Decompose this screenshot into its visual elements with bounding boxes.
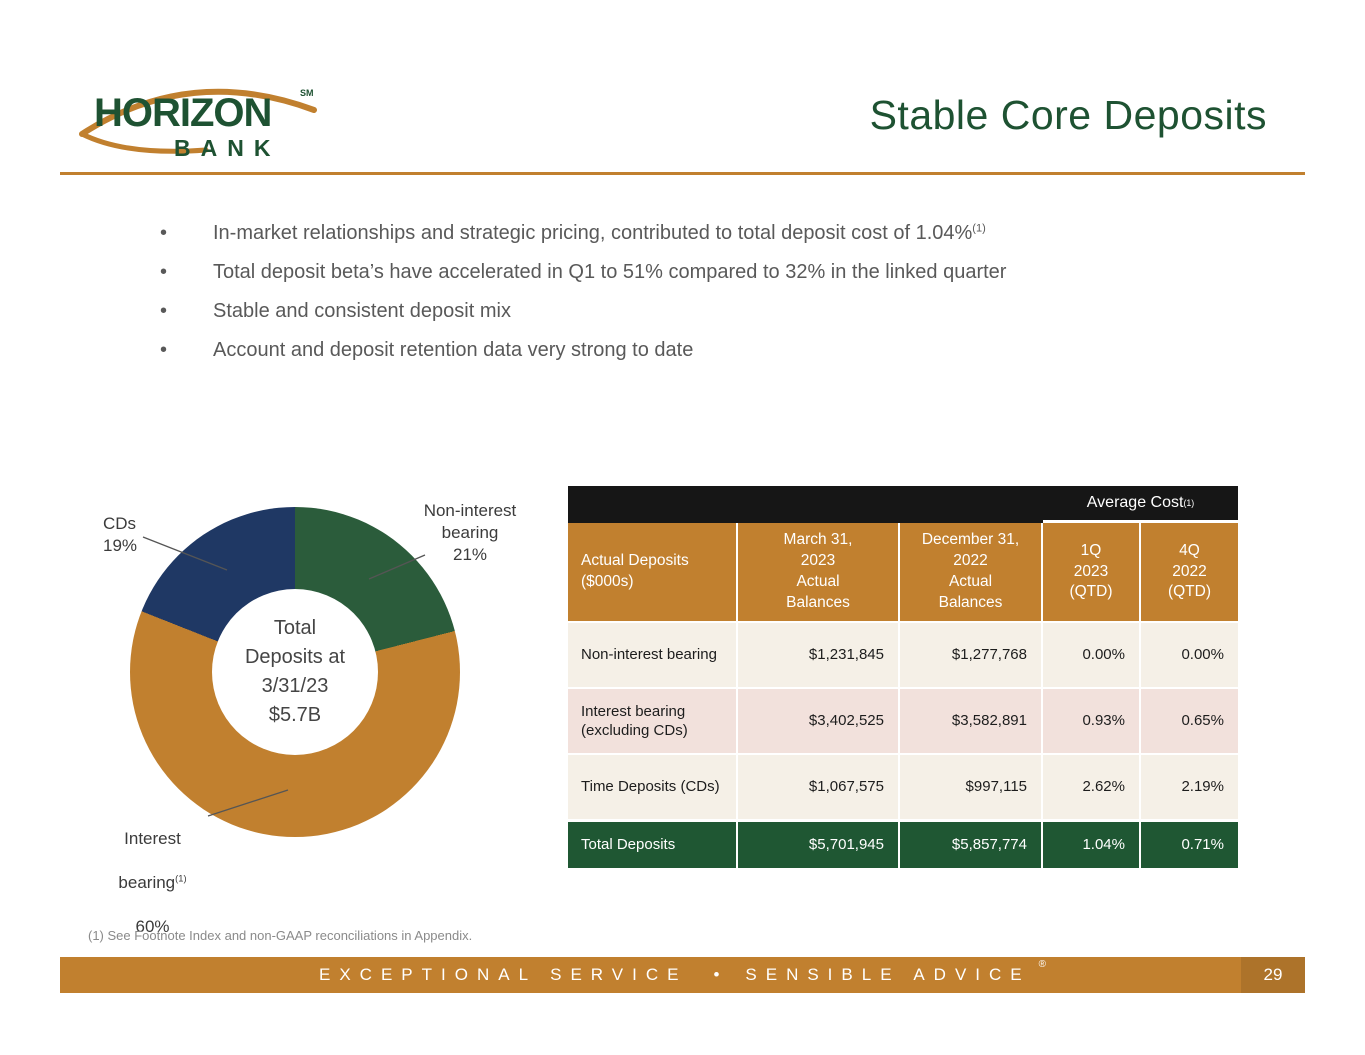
cell: $1,231,845 [738,623,898,687]
table-total-row: Total Deposits $5,701,945 $5,857,774 1.0… [568,822,1238,868]
bullet-text: Stable and consistent deposit mix [213,300,511,322]
donut-center-label: Total Deposits at 3/31/23 $5.7B [212,589,378,755]
bullet-marker: • [160,222,168,244]
cell: Time Deposits (CDs) [568,755,736,819]
label-interest-bearing: Interest bearing(1) 60% [118,829,187,937]
logo-wordmark: HORIZON [94,91,271,135]
label-cds: CDs 19% [103,514,138,556]
cell: 0.00% [1141,623,1238,687]
table-header-row: Actual Deposits ($000s) March 31, 2023 A… [568,523,1238,621]
cell: $3,402,525 [738,689,898,753]
cell: 0.65% [1141,689,1238,753]
footer-separator-dot: • [713,965,720,984]
footnote: (1) See Footnote Index and non-GAAP reco… [88,928,473,943]
page-title: Stable Core Deposits [869,92,1267,138]
footer-tagline: EXCEPTIONAL SERVICE • SENSIBLE ADVICE ® [318,959,1046,985]
cell: Non-interest bearing [568,623,736,687]
logo-swoosh-top [79,88,317,137]
cell: $997,115 [900,755,1041,819]
page-number: 29 [1241,957,1305,993]
cell: 2.19% [1141,755,1238,819]
bullet-item: • Account and deposit retention data ver… [152,337,1242,363]
column-header: 4Q 2022 (QTD) [1141,523,1238,621]
logo-sm-mark: SM [300,88,314,98]
column-header: 1Q 2023 (QTD) [1043,523,1139,621]
bullet-marker: • [160,300,168,322]
bullet-item: • Stable and consistent deposit mix [152,298,1242,324]
column-header: Actual Deposits ($000s) [568,523,736,621]
bullet-item: • Total deposit beta’s have accelerated … [152,259,1242,285]
column-header: March 31, 2023 Actual Balances [738,523,898,621]
cell: 0.71% [1141,822,1238,868]
bullet-text: Account and deposit retention data very … [213,339,694,361]
deposits-table: Average Cost (1) Actual Deposits ($000s) … [568,486,1238,868]
table-row: Non-interest bearing $1,231,845 $1,277,7… [568,623,1238,687]
logo-swoosh-bottom [79,131,209,154]
bullet-marker: • [160,339,168,361]
cell: 0.93% [1043,689,1139,753]
deposit-mix-chart: Total Deposits at 3/31/23 $5.7B Non-inte… [60,480,580,936]
cell: $3,582,891 [900,689,1041,753]
bullet-text: Total deposit beta’s have accelerated in… [213,261,1007,283]
table-avg-cost-bar: Average Cost (1) [568,486,1238,523]
bullet-text: In-market relationships and strategic pr… [213,222,986,244]
avg-cost-header: Average Cost (1) [1043,486,1238,523]
footer-bar: EXCEPTIONAL SERVICE • SENSIBLE ADVICE ® … [60,957,1305,993]
cell: Interest bearing (excluding CDs) [568,689,736,753]
header-divider [60,172,1305,175]
cell: 2.62% [1043,755,1139,819]
column-header: December 31, 2022 Actual Balances [900,523,1041,621]
table-row: Interest bearing (excluding CDs) $3,402,… [568,689,1238,753]
label-non-interest-bearing: Non-interest bearing 21% [423,501,517,565]
bullet-item: • In-market relationships and strategic … [152,220,1242,246]
cell: $5,701,945 [738,822,898,868]
cell: $1,277,768 [900,623,1041,687]
horizon-bank-logo: HORIZON SM BANK [79,88,317,161]
cell: Total Deposits [568,822,736,868]
cell: 0.00% [1043,623,1139,687]
cell: $1,067,575 [738,755,898,819]
footnote-ref: (1) [175,873,187,884]
bullet-marker: • [160,261,168,283]
cell: 1.04% [1043,822,1139,868]
cell: $5,857,774 [900,822,1041,868]
bullet-list: • In-market relationships and strategic … [152,220,1242,376]
footnote-ref: (1) [972,222,986,235]
logo-bank-text: BANK [174,135,280,161]
table-row: Time Deposits (CDs) $1,067,575 $997,115 … [568,755,1238,819]
